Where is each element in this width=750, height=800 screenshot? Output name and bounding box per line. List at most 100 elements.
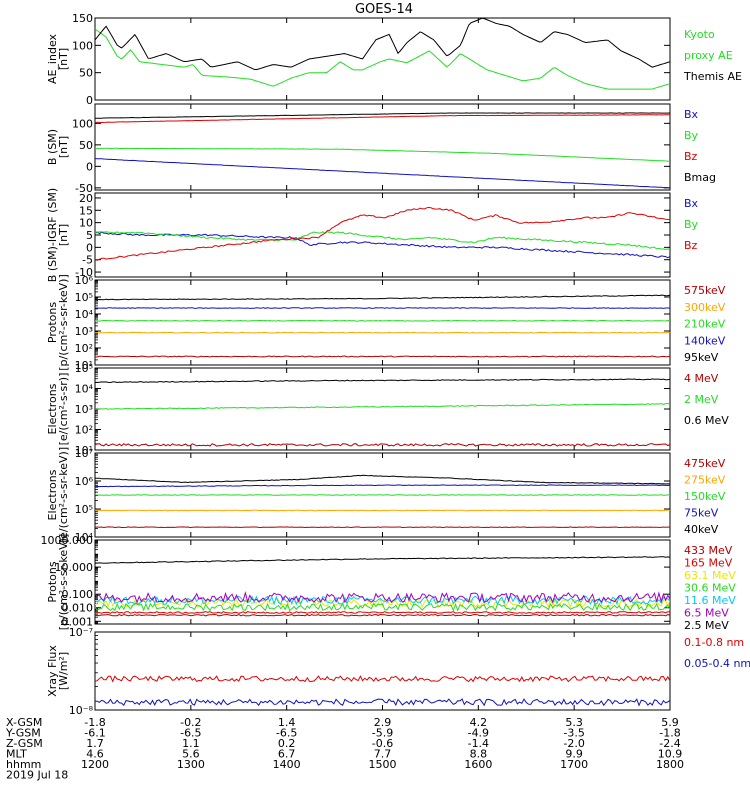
y-axis-label: Protons	[46, 561, 59, 602]
panel-electrons-mev: 10¹ 10² 10³ 10⁴ 10⁵ Electrons[e/(cm²-s-sr)] 4 …	[46, 362, 729, 457]
y-tick-label: 10⁻⁷	[69, 626, 93, 639]
time-row-value: -2.4	[659, 737, 680, 750]
legend-label: 75keV	[684, 507, 719, 520]
y-tick-label: 0.010	[62, 602, 94, 615]
y-tick-label: 10⁵	[75, 362, 93, 375]
y-tick-label: 100	[72, 117, 93, 130]
legend-label: 0.05-0.4 nm	[684, 657, 750, 670]
time-row-label: Z-GSM	[6, 737, 43, 750]
legend-label: 40keV	[684, 523, 719, 536]
panel-xray: 10⁻⁸ 10⁻⁷ Xray Flux[W/m²] 0.1-0.8 nm 0.05-0.…	[46, 626, 750, 717]
time-row-value: -3.5	[563, 727, 584, 740]
series-30-6-mev	[95, 602, 670, 612]
time-row-value: 1700	[560, 758, 588, 771]
time-row-value: 1500	[369, 758, 397, 771]
series-0-1-0-8-nm	[95, 675, 670, 683]
series-300kev	[95, 331, 670, 334]
time-row-value: 1400	[273, 758, 301, 771]
panel-frame	[94, 17, 671, 101]
y-tick-label: 50	[79, 67, 93, 80]
series-75kev	[95, 484, 670, 488]
y-tick-label: 150	[72, 12, 93, 25]
series-kyoto-proxy-ae	[95, 28, 670, 90]
time-row-value: 1.4	[278, 716, 296, 729]
series-0-6-mev	[95, 378, 670, 384]
y-axis-label: Protons	[46, 302, 59, 343]
legend-label: By	[684, 218, 699, 231]
legend-label: 95keV	[684, 351, 719, 364]
time-row-value: 1800	[656, 758, 684, 771]
y-axis-label: Xray Flux	[46, 645, 59, 697]
legend-label: 0.6 MeV	[684, 414, 729, 427]
time-row-value: -0.2	[180, 716, 201, 729]
y-tick-label: 0.100	[62, 588, 94, 601]
legend-label: By	[684, 129, 699, 142]
y-axis-label: Electrons	[46, 383, 59, 434]
y-tick-label: 0	[86, 160, 93, 173]
y-axis-label: [p/(cm²-s-sr-keV)]	[57, 274, 70, 371]
y-tick-label: 15	[79, 204, 93, 217]
time-row-value: -6.5	[276, 727, 297, 740]
legend-label: 210keV	[684, 318, 726, 331]
panel-electrons-kev: 10⁴ 10⁵ 10⁶ 10⁷ Electrons[e/(cm²-s-sr-keV)] 4…	[46, 447, 726, 544]
series-150kev	[95, 494, 670, 496]
legend-label: 11.6 MeV	[684, 594, 736, 607]
series-95kev	[95, 294, 670, 301]
legend-label: Bz	[684, 150, 698, 163]
y-tick-label: 50	[79, 139, 93, 152]
time-row-value: 1300	[177, 758, 205, 771]
legend-label: 0.1-0.8 nm	[684, 636, 744, 649]
series-bx	[95, 231, 670, 259]
time-row-value: 9.9	[565, 748, 583, 761]
time-row-value: -2.0	[563, 737, 584, 750]
y-axis-label: [p/(cm²-s-sr-keV)]	[57, 534, 70, 631]
y-tick-label: 10⁴	[75, 308, 94, 321]
legend-label: Bz	[684, 239, 698, 252]
series-140kev	[95, 307, 670, 309]
panel-frame	[94, 279, 671, 366]
legend-label: 2 MeV	[684, 393, 719, 406]
y-tick-label: 10²	[75, 342, 93, 355]
time-row-value: 2.9	[374, 716, 392, 729]
time-row-value: -1.8	[659, 727, 680, 740]
series-themis-ae	[95, 18, 670, 71]
y-tick-label: -5	[82, 254, 93, 267]
series-6-5-mev	[95, 591, 670, 604]
panel-b: -50 0 50 100 B (SM)[nT] Bx By Bz Bmag	[46, 103, 716, 195]
series-by	[95, 147, 670, 162]
series-165-mev	[95, 611, 670, 614]
time-row-value: 0.2	[278, 737, 296, 750]
figure-title: GOES-14	[355, 2, 413, 17]
legend-label: Kyoto	[684, 28, 715, 41]
time-row-value: 6.7	[278, 748, 296, 761]
legend-label: proxy AE	[684, 49, 733, 62]
time-row-label: X-GSM	[6, 716, 42, 729]
time-row-value: 8.8	[470, 748, 488, 761]
panel-protons: 10¹ 10² 10³ 10⁴ 10⁵ 10⁶ Protons[p/(cm²-s-sr-ke…	[46, 274, 726, 372]
y-tick-label: 10⁴	[75, 383, 94, 396]
series-by	[95, 231, 670, 251]
y-tick-label: 10³	[75, 325, 93, 338]
series-bz	[95, 114, 670, 124]
time-row-value: -5.9	[372, 727, 393, 740]
y-tick-label: 10³	[75, 403, 93, 416]
y-tick-label: 10	[79, 217, 93, 230]
y-tick-label: -10	[75, 266, 93, 279]
y-tick-label: 0.001	[62, 615, 94, 628]
series-210kev	[95, 319, 670, 322]
y-tick-label: 100	[72, 39, 93, 52]
y-tick-label: 1000.000	[41, 534, 94, 547]
time-row-value: 7.7	[374, 748, 392, 761]
series-2-5-mev	[95, 556, 670, 564]
y-tick-label: -50	[75, 182, 93, 195]
y-axis-label: [e/(cm²-s-sr-keV)]	[57, 447, 70, 543]
series-bx	[95, 158, 670, 189]
y-axis-label: AE_index	[46, 33, 59, 84]
series-4-mev	[95, 443, 670, 447]
date-label: 2019 Jul 18	[6, 769, 68, 782]
time-row-value: 1.1	[182, 737, 200, 750]
legend-label: 475keV	[684, 457, 726, 470]
series-433-mev	[95, 613, 670, 617]
